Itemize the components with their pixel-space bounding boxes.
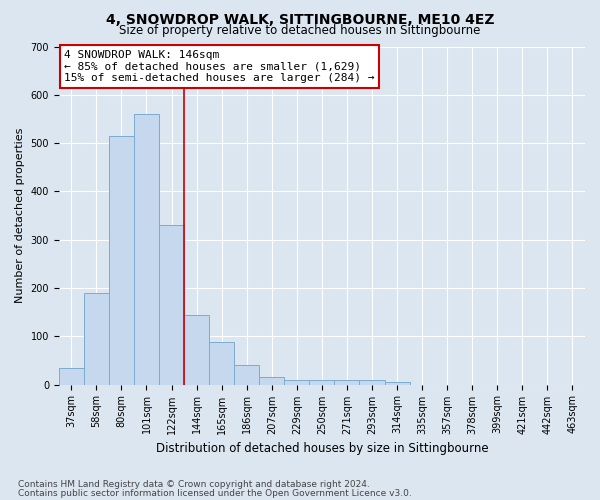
- X-axis label: Distribution of detached houses by size in Sittingbourne: Distribution of detached houses by size …: [155, 442, 488, 455]
- Text: Size of property relative to detached houses in Sittingbourne: Size of property relative to detached ho…: [119, 24, 481, 37]
- Bar: [184, 314, 209, 384]
- Bar: [334, 380, 359, 384]
- Bar: [84, 293, 109, 384]
- Bar: [134, 114, 159, 384]
- Text: Contains HM Land Registry data © Crown copyright and database right 2024.: Contains HM Land Registry data © Crown c…: [18, 480, 370, 489]
- Bar: [284, 380, 310, 384]
- Text: 4, SNOWDROP WALK, SITTINGBOURNE, ME10 4EZ: 4, SNOWDROP WALK, SITTINGBOURNE, ME10 4E…: [106, 12, 494, 26]
- Text: Contains public sector information licensed under the Open Government Licence v3: Contains public sector information licen…: [18, 488, 412, 498]
- Bar: [109, 136, 134, 384]
- Y-axis label: Number of detached properties: Number of detached properties: [15, 128, 25, 303]
- Bar: [259, 378, 284, 384]
- Bar: [359, 380, 385, 384]
- Bar: [59, 368, 84, 384]
- Bar: [385, 382, 410, 384]
- Bar: [310, 380, 334, 384]
- Text: 4 SNOWDROP WALK: 146sqm
← 85% of detached houses are smaller (1,629)
15% of semi: 4 SNOWDROP WALK: 146sqm ← 85% of detache…: [64, 50, 374, 83]
- Bar: [159, 225, 184, 384]
- Bar: [209, 342, 234, 384]
- Bar: [234, 366, 259, 384]
